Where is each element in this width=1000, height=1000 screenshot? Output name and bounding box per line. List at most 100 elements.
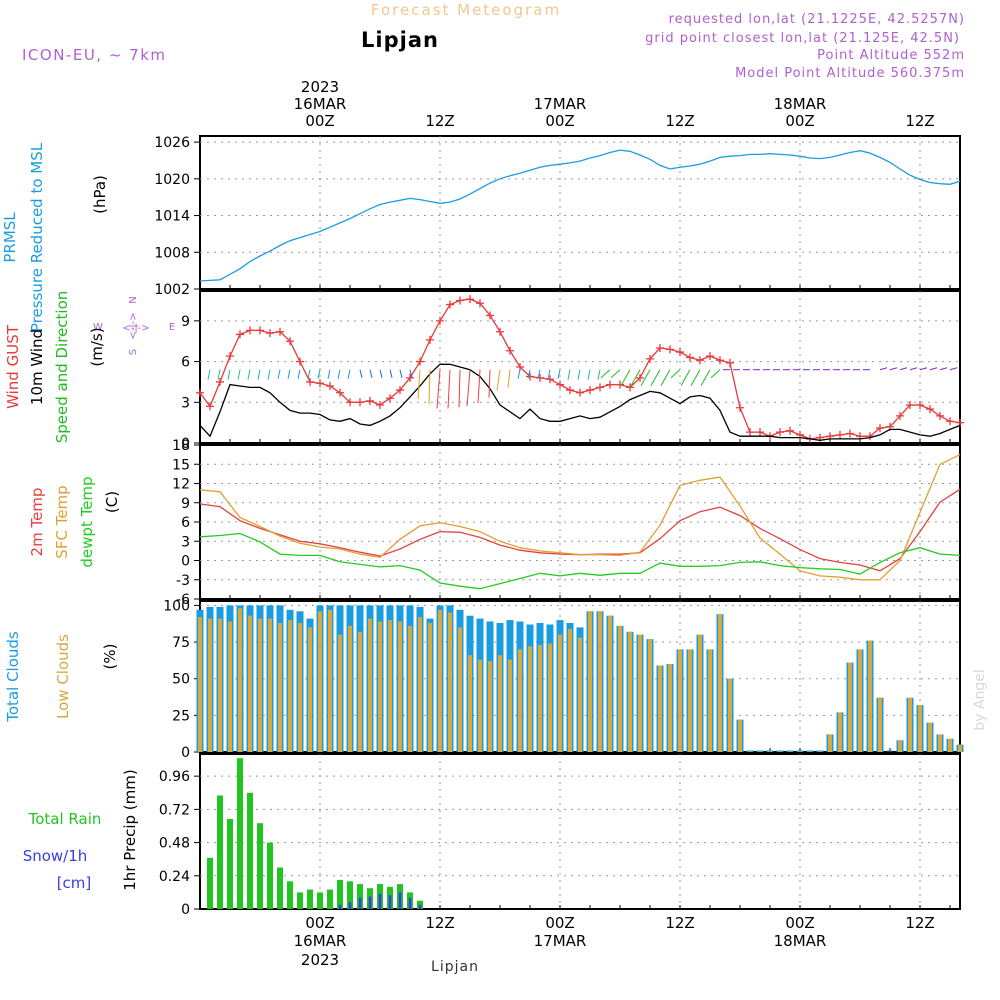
chart-title: Forecast Meteogram [371, 1, 561, 19]
wind-dir-arrow [217, 369, 221, 380]
low-cloud-bar [588, 611, 592, 752]
top-year: 2023 [301, 78, 339, 96]
compass-rose: N S W E <-|-> <-|-> [93, 296, 175, 355]
low-cloud-bar [848, 662, 852, 752]
wind-dir-arrow [327, 369, 331, 379]
low-cloud-bar [838, 712, 842, 752]
gust-marker [776, 428, 784, 437]
top-hour-label: 12Z [665, 112, 694, 130]
gust-marker [426, 335, 434, 344]
panel-label: dewpt Temp [78, 476, 96, 567]
gust-marker [286, 337, 294, 346]
gust-marker [876, 424, 884, 433]
y-tick-label: 0.72 [159, 802, 190, 818]
series-line-sfc-temp [199, 454, 961, 581]
y-tick-label: 0.48 [159, 836, 190, 852]
series-line-dewpt-temp [199, 532, 961, 590]
rain-bar [267, 842, 273, 909]
compass-east: E [169, 322, 175, 333]
y-tick-label: 1002 [154, 282, 190, 298]
gust-marker [266, 329, 274, 338]
gust-marker [346, 398, 354, 407]
gust-marker [686, 353, 694, 362]
gust-marker [536, 373, 544, 382]
low-cloud-bar [468, 655, 472, 752]
low-cloud-bar [698, 634, 702, 752]
wind-dir-arrow [359, 369, 363, 378]
gust-marker [546, 375, 554, 384]
gust-marker [606, 380, 614, 389]
low-cloud-bar [278, 623, 282, 752]
top-hour-label: 12Z [425, 112, 454, 130]
low-cloud-bar [918, 705, 922, 752]
wind-dir-arrow [307, 369, 311, 379]
gust-marker [486, 311, 494, 320]
gust-marker [566, 386, 574, 395]
rain-bar [307, 889, 313, 909]
wind-dir-arrow [660, 369, 671, 386]
top-hour-label: 00Z [785, 112, 814, 130]
y-tick-label: -3 [176, 573, 190, 589]
gust-marker [786, 426, 794, 435]
bottom-hour-label: 00Z [305, 914, 334, 932]
snow-bar [358, 897, 362, 909]
y-axis-label: (C) [103, 491, 121, 513]
wind-dir-arrow [640, 369, 651, 386]
gust-marker [246, 326, 254, 335]
wind-dir-arrow [428, 369, 431, 405]
wind-dir-arrow [389, 369, 393, 378]
legend-total-rain: Total Rain [28, 810, 102, 828]
snow-bar [398, 892, 402, 909]
y-tick-label: 1014 [154, 209, 190, 225]
low-cloud-bar [578, 637, 582, 752]
gust-marker [386, 394, 394, 403]
top-date-label: 18MAR [774, 95, 827, 113]
gust-marker [926, 405, 934, 414]
low-cloud-bar [928, 722, 932, 752]
gust-marker [296, 357, 304, 366]
wind-dir-arrow [297, 369, 301, 379]
wind-dir-arrow [347, 369, 351, 379]
low-cloud-bar [598, 611, 602, 752]
gust-marker [946, 417, 954, 426]
rain-bar [247, 792, 253, 910]
wind-dir-arrow [577, 369, 581, 380]
low-cloud-bar [568, 628, 572, 752]
low-cloud-bar [408, 625, 412, 752]
low-cloud-bar [348, 625, 352, 752]
y-tick-label: 12 [172, 477, 190, 493]
snow-bar [408, 897, 412, 909]
panel-label: Speed and Direction [53, 291, 71, 444]
y-tick-label: 9 [181, 314, 190, 330]
panel-frame [199, 290, 961, 444]
wind-dir-arrow [399, 369, 403, 378]
wind-dir-arrow [488, 369, 491, 398]
wind-dir-arrow [337, 369, 341, 379]
y-tick-label: 0.96 [159, 769, 190, 785]
low-cloud-bar [898, 740, 902, 752]
low-cloud-bar [198, 617, 202, 752]
panel-label: PRMSL [1, 212, 19, 263]
gust-marker [576, 388, 584, 397]
legend-snow: Snow/1h [23, 847, 88, 865]
low-cloud-bar [248, 615, 252, 752]
rain-bar [357, 884, 363, 909]
wind-dir-arrow [277, 369, 281, 379]
low-cloud-bar [268, 618, 272, 752]
bottom-hour-label: 12Z [905, 914, 934, 932]
rain-bar [227, 819, 233, 909]
gust-marker [336, 388, 344, 397]
bottom-date-label: 18MAR [774, 932, 827, 950]
rain-bar [317, 892, 323, 909]
bottom-hour-label: 12Z [425, 914, 454, 932]
wind-dir-arrow [597, 369, 601, 380]
low-cloud-bar [628, 631, 632, 752]
low-cloud-bar [548, 643, 552, 752]
wind-dir-arrow [247, 369, 251, 380]
gust-marker [516, 363, 524, 371]
low-cloud-bar [958, 744, 962, 752]
compass-west: W [93, 322, 103, 333]
gust-marker [666, 345, 674, 354]
panel-label: 2m Temp [28, 488, 46, 557]
low-cloud-bar [678, 649, 682, 752]
